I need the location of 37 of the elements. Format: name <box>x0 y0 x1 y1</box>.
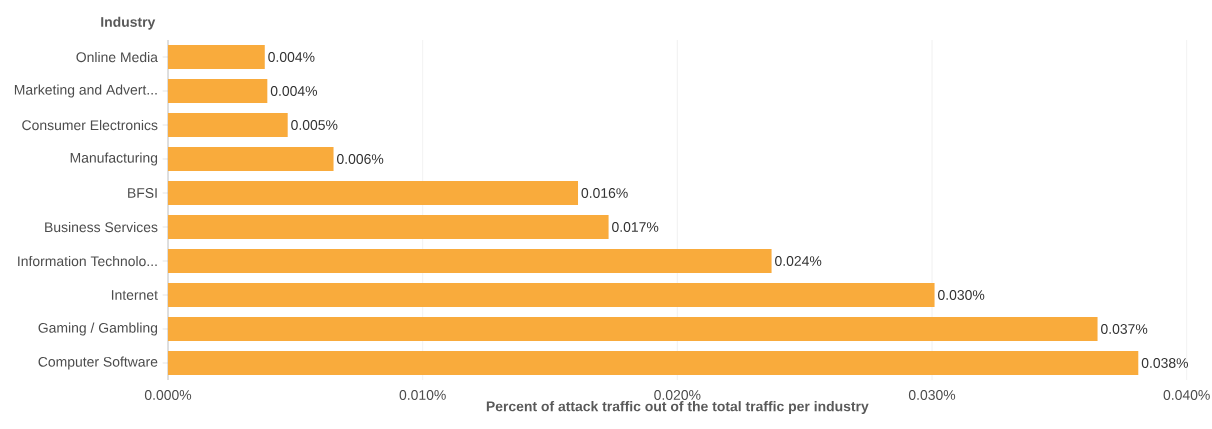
bar <box>168 45 265 69</box>
y-tick-label: Manufacturing <box>70 152 158 166</box>
bar <box>168 147 334 171</box>
y-tick-label: Computer Software <box>38 356 158 370</box>
y-tick-label: Marketing and Advert... <box>14 84 157 98</box>
bar <box>168 215 609 239</box>
data-label: 0.030% <box>938 290 985 300</box>
data-label: 0.016% <box>581 188 628 198</box>
bar <box>168 181 579 205</box>
data-label: 0.017% <box>612 222 659 232</box>
data-label: 0.024% <box>775 256 822 266</box>
y-tick-label: Online Media <box>76 51 158 63</box>
y-tick-label: Gaming / Gambling <box>38 322 158 336</box>
bar <box>168 351 1139 375</box>
data-label: 0.005% <box>291 120 338 130</box>
bar <box>168 79 268 103</box>
x-tick-label: 0.030% <box>908 390 956 400</box>
y-axis-title: Industry <box>101 16 156 30</box>
data-label: 0.006% <box>337 154 384 164</box>
y-tick-label: Internet <box>111 290 158 300</box>
data-label: 0.037% <box>1101 324 1148 334</box>
x-tick-label: 0.000% <box>144 390 192 400</box>
data-label: 0.004% <box>270 86 318 96</box>
y-tick-label: Information Technolo... <box>18 255 157 267</box>
x-tick-label: 0.010% <box>399 390 446 400</box>
y-tick-label: BFSI <box>128 188 157 198</box>
data-label: 0.038% <box>1141 358 1189 368</box>
bar <box>168 317 1098 341</box>
data-label: 0.004% <box>268 52 315 62</box>
y-tick-label: Business Services <box>45 221 158 233</box>
x-tick-label: 0.040% <box>1163 390 1210 400</box>
x-axis-title: Percent of attack traffic out of the total traffic per industry <box>486 401 869 415</box>
bar <box>168 113 288 137</box>
bar <box>168 249 772 273</box>
y-tick-label: Consumer Electronics <box>22 119 158 131</box>
bar <box>168 283 935 307</box>
x-tick-label: 0.020% <box>654 390 701 400</box>
